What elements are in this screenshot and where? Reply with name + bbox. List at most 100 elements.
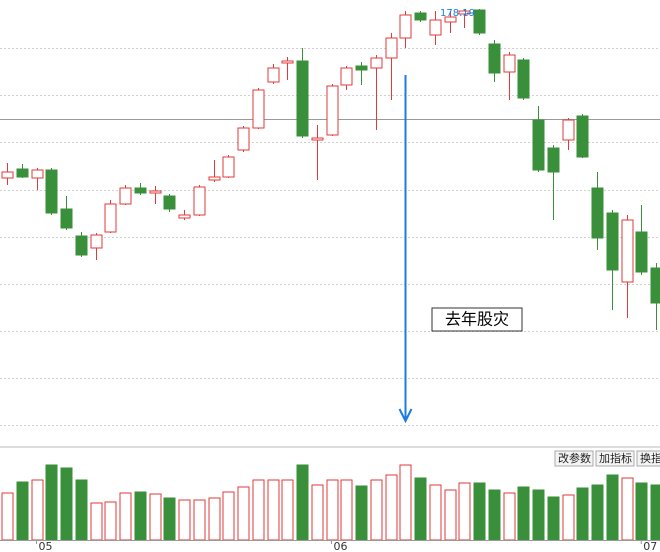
candle-body [326,85,339,136]
candle-body [370,57,383,69]
volume-bar [75,479,88,541]
volume-bar [355,485,368,541]
candle-body [75,235,88,256]
candle-body [562,119,575,141]
candle-body [222,156,235,178]
volume-bar [429,484,442,541]
volume-bar [370,479,383,541]
volume-bar [237,486,250,541]
x-tick-label: 07 [643,540,657,552]
candle-body [208,176,221,181]
annotation: 去年股灾 [445,310,509,329]
candle-body [621,219,634,283]
candle-body [340,67,353,86]
candle-body [31,169,44,179]
candle-body [178,214,191,219]
volume-bar [208,497,221,541]
volume-bar [281,479,294,541]
candle-body [281,60,294,64]
buttons: 改参数 加指标 换指 [554,450,660,467]
volume-bar [488,489,501,541]
candle-body [149,190,162,194]
volume-bar [193,499,206,541]
volume-bar [60,467,73,541]
candle-body [399,14,412,39]
candle-body [488,43,501,74]
x-tick-label: 06 [334,540,348,552]
volume-bar [532,489,545,541]
candle-body [119,187,132,205]
volume-bar [473,482,486,541]
candle-body [355,65,368,71]
x-tick-label: 05 [39,540,53,552]
candle-body [517,59,530,99]
volume-bar [591,484,604,541]
candle-body [104,203,117,233]
candle-body [547,147,560,173]
volume-panel [1,464,660,541]
volume-bar [163,497,176,541]
volume-bar [444,489,457,541]
volume-bar [45,464,58,541]
volume-bar [576,487,589,541]
candle-body [414,12,427,21]
volume-bar [178,499,191,541]
volume-bar [149,493,162,541]
volume-bar [503,492,516,541]
button[interactable]: 加指标 [599,451,632,465]
candle-body [193,186,206,216]
volume-bar [606,474,619,541]
candle-body [237,127,250,151]
candle-body [458,10,471,15]
candle-body [134,187,147,194]
candle-body [267,67,280,83]
button-frame[interactable] [636,450,660,467]
volume-bar [414,477,427,541]
volume-bar [562,494,575,541]
candle-body [429,19,442,36]
candle-body [252,89,265,129]
candle-body [503,54,516,73]
button-frame[interactable] [554,450,594,467]
volume-bar [458,482,471,541]
volume-bar [650,484,660,541]
volume-bar [311,484,324,541]
candle-body [532,119,545,171]
volume-bar [340,479,353,541]
volume-bar [517,486,530,541]
volume-bar [222,491,235,541]
volume-bar [267,479,280,541]
volume-bar [399,464,412,541]
volume-bar [104,501,117,541]
button-frame[interactable] [595,450,635,467]
volume-bar [385,474,398,541]
button[interactable]: 换指 [640,451,660,465]
volume-bar [16,481,29,541]
button[interactable]: 改参数 [558,451,591,465]
candle-body [311,137,324,141]
volume-bar [1,492,14,541]
candle-body [45,169,58,214]
candle-body [1,171,14,179]
volume-bar [90,502,103,541]
volume-bar [31,479,44,541]
candle-body [606,212,619,271]
candles [1,9,660,330]
annotation-layer: 去年股灾 178.19 [398,8,523,424]
volume-bar [119,492,132,541]
volume-bar [621,477,634,541]
candle-body [635,231,648,273]
annotation-box [431,307,523,332]
candle-body [473,9,486,34]
volume-bar [296,464,309,541]
arrow-head [398,408,413,424]
candle-body [90,234,103,249]
candle-body [296,60,309,137]
candle-body [385,37,398,59]
volume-bar [134,491,147,541]
candle-body [163,195,176,210]
candle-body [444,16,457,23]
volume-bar [252,479,265,541]
